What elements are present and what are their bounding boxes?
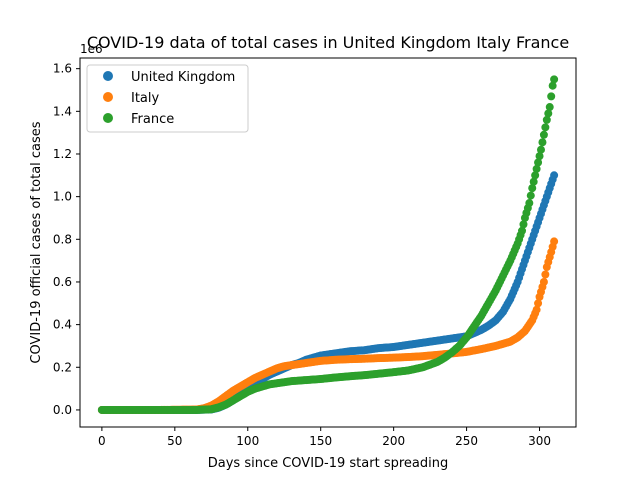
data-point <box>528 184 537 193</box>
legend-marker <box>103 92 113 102</box>
y-tick-label: 1.0 <box>53 190 72 204</box>
data-point <box>534 158 543 167</box>
legend-label: United Kingdom <box>131 70 235 85</box>
x-axis-label: Days since COVID-19 start spreading <box>208 456 448 471</box>
x-tick-label: 200 <box>382 434 405 448</box>
axes: 0 50 100 150 200 250 300 0.0 0.2 0.4 0.6 0.8 1.0 1.2 1… <box>53 62 551 448</box>
legend-box <box>86 64 249 133</box>
data-point <box>536 145 545 154</box>
legend-marker <box>103 71 113 81</box>
data-point <box>550 171 559 180</box>
y-tick-label: 0.8 <box>53 232 72 246</box>
data-point <box>532 305 541 314</box>
y-tick-label: 0.4 <box>53 318 72 332</box>
data-point <box>519 220 528 229</box>
x-tick-label: 0 <box>98 434 106 448</box>
legend-label: Italy <box>131 91 160 106</box>
data-point <box>535 152 544 161</box>
data-point <box>529 177 538 186</box>
data-point <box>548 81 557 90</box>
legend: United Kingdom Italy France <box>86 64 249 133</box>
data-point <box>542 115 551 124</box>
data-point <box>539 277 548 286</box>
data-point <box>531 171 540 180</box>
data-point <box>518 226 527 235</box>
data-point <box>541 270 550 279</box>
plot-frame <box>79 57 577 428</box>
data-point <box>544 109 553 118</box>
x-tick-label: 250 <box>455 434 478 448</box>
y-tick-label: 0.0 <box>53 403 72 417</box>
data-point <box>532 164 541 173</box>
chart-title: COVID-19 data of total cases in United K… <box>87 33 569 52</box>
x-tick-label: 150 <box>309 434 332 448</box>
legend-label: France <box>131 112 174 127</box>
data-point <box>539 130 548 139</box>
chart-marks <box>97 75 559 414</box>
y-offset-text: 1e6 <box>80 42 103 56</box>
y-tick-label: 1.6 <box>53 62 72 76</box>
y-tick-label: 1.2 <box>53 147 72 161</box>
y-tick-label: 0.2 <box>53 360 72 374</box>
data-point <box>545 103 554 112</box>
x-tick-label: 100 <box>236 434 259 448</box>
data-point <box>541 123 550 132</box>
data-point <box>526 191 535 200</box>
y-tick-label: 0.6 <box>53 275 72 289</box>
x-tick-label: 300 <box>528 434 551 448</box>
y-tick-label: 1.4 <box>53 104 72 118</box>
data-point <box>534 299 543 308</box>
x-tick-label: 50 <box>167 434 182 448</box>
data-point <box>525 199 534 208</box>
data-point <box>547 92 556 101</box>
data-point <box>550 75 559 84</box>
series-2-markers <box>97 75 559 414</box>
data-point <box>550 237 559 246</box>
data-point <box>538 138 547 147</box>
legend-marker <box>103 113 113 123</box>
y-axis-label: COVID-19 official cases of total cases <box>29 121 44 363</box>
